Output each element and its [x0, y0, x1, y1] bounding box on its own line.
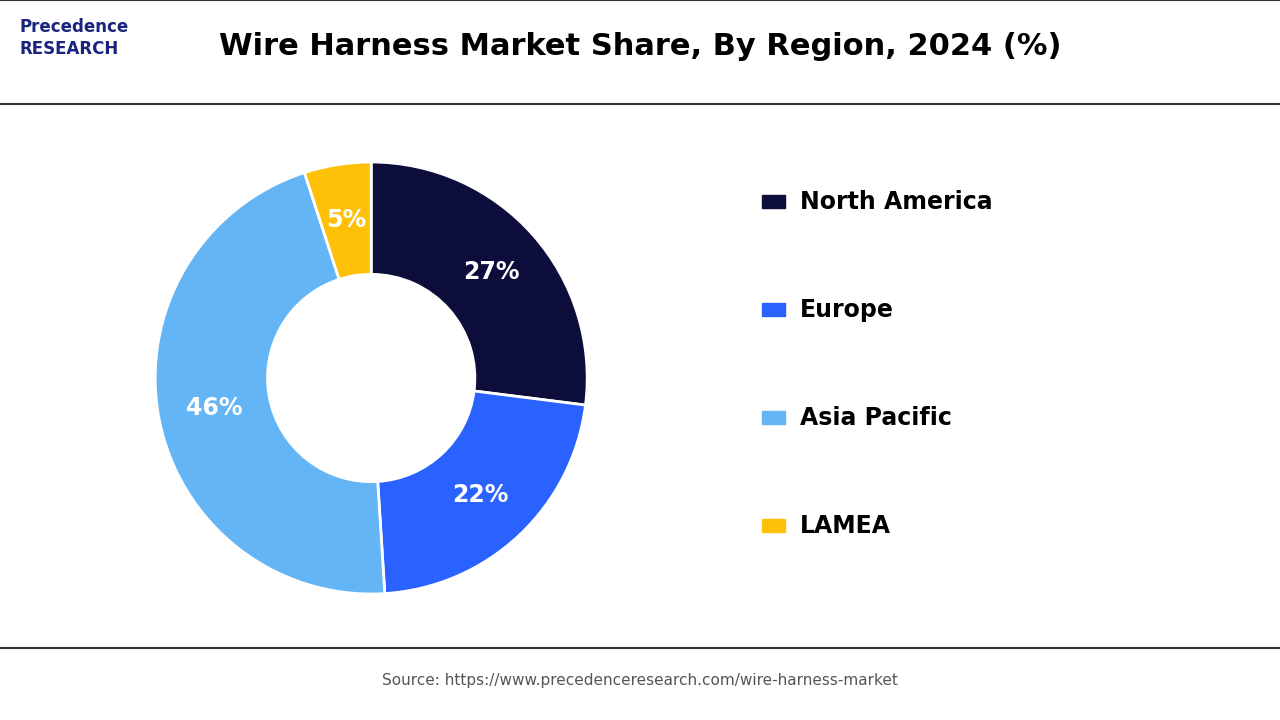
Text: Wire Harness Market Share, By Region, 2024 (%): Wire Harness Market Share, By Region, 20…	[219, 32, 1061, 61]
Text: North America: North America	[800, 189, 992, 214]
Wedge shape	[378, 391, 585, 593]
Wedge shape	[305, 162, 371, 279]
Text: Precedence
RESEARCH: Precedence RESEARCH	[19, 18, 128, 58]
Text: LAMEA: LAMEA	[800, 513, 891, 538]
Text: 5%: 5%	[326, 208, 366, 232]
Text: 22%: 22%	[452, 482, 509, 506]
Text: Europe: Europe	[800, 297, 893, 322]
Wedge shape	[155, 173, 385, 594]
Text: 46%: 46%	[186, 396, 242, 420]
Text: Asia Pacific: Asia Pacific	[800, 405, 952, 430]
Text: Source: https://www.precedenceresearch.com/wire-harness-market: Source: https://www.precedenceresearch.c…	[381, 673, 899, 688]
Text: 27%: 27%	[463, 261, 520, 284]
Wedge shape	[371, 162, 588, 405]
